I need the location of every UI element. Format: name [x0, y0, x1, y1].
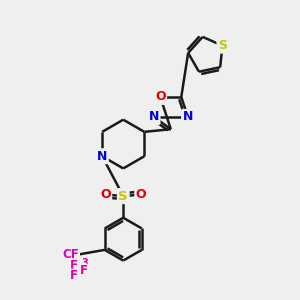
Text: F: F: [80, 264, 88, 277]
Text: N: N: [183, 110, 193, 123]
Text: F: F: [70, 269, 78, 282]
Text: O: O: [100, 188, 111, 201]
Text: N: N: [97, 150, 107, 163]
Text: 3: 3: [82, 258, 88, 268]
Text: CF: CF: [63, 248, 80, 261]
Text: N: N: [149, 110, 159, 123]
Text: F: F: [70, 259, 78, 272]
Text: O: O: [155, 90, 166, 104]
Text: S: S: [218, 39, 227, 52]
Text: O: O: [136, 188, 146, 201]
Text: S: S: [118, 190, 128, 202]
